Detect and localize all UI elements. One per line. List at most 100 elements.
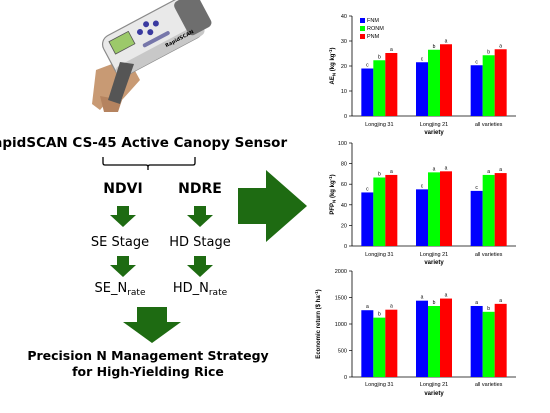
x-tick-label: Longjing 21 — [420, 122, 448, 128]
chart-economic-return: 0 500 1000 1500 2000 a b a Longjing 31 a b a Longjin… — [314, 269, 516, 397]
legend-label-pnm: PNM — [367, 34, 380, 40]
sensor-device-illustration: RapidSCAN — [92, 0, 212, 112]
bar-ronm — [482, 55, 495, 116]
device-button — [147, 29, 154, 36]
y-tick-label: 0 — [344, 244, 347, 250]
big-down-arrow-icon — [123, 307, 181, 343]
bar-fnm — [470, 190, 483, 246]
y-tick-label: 500 — [338, 349, 347, 355]
significance-letter: a — [499, 298, 502, 304]
ndvi-label: NDVI — [103, 181, 142, 197]
significance-letter: a — [445, 38, 448, 44]
x-tick-label: Longjing 31 — [365, 122, 393, 128]
sensor-head — [174, 0, 212, 36]
x-axis-label: variety — [424, 391, 444, 397]
bar-ronm — [428, 49, 440, 116]
y-tick-label: 2000 — [335, 269, 347, 275]
bar-fnm — [416, 300, 428, 377]
se-nrate-label: SE_Nrate — [95, 281, 146, 298]
significance-letter: c — [475, 185, 478, 191]
significance-letter: a — [499, 43, 502, 49]
bar-pnm — [494, 303, 507, 377]
bar-pnm — [494, 49, 507, 116]
device-button — [137, 28, 144, 35]
y-tick-label: 20 — [341, 223, 347, 229]
bar-ronm — [373, 177, 386, 246]
significance-letter: a — [421, 295, 424, 301]
significance-letter: a — [366, 304, 369, 310]
y-axis-label: Economic return ($ ha-1) — [314, 289, 322, 358]
y-tick-label: 20 — [341, 64, 347, 70]
strategy-line-1: Precision N Management Strategy — [27, 348, 268, 363]
significance-letter: c — [421, 183, 424, 189]
significance-letter: a — [487, 169, 490, 175]
device-handle — [108, 62, 134, 104]
y-tick-label: 40 — [341, 14, 347, 20]
bar-ronm — [428, 172, 440, 246]
significance-letter: b — [433, 44, 436, 50]
significance-letter: a — [433, 166, 436, 172]
y-tick-label: 1000 — [335, 322, 347, 328]
down-arrow-icon — [187, 256, 213, 277]
down-arrow-icon — [110, 206, 136, 227]
legend-swatch-pnm — [360, 34, 365, 39]
bar-fnm — [361, 192, 374, 246]
bar-pnm — [440, 171, 452, 246]
x-tick-label: Longjing 31 — [365, 382, 393, 388]
bar-pnm — [385, 53, 398, 116]
y-tick-label: 0 — [344, 375, 347, 381]
down-arrow-icon — [110, 256, 136, 277]
significance-letter: a — [499, 167, 502, 173]
significance-letter: b — [487, 49, 490, 55]
bar-pnm — [494, 173, 507, 246]
device-button — [152, 20, 159, 27]
y-axis-label: AEN (kg kg-1) — [328, 48, 337, 85]
bar-fnm — [361, 68, 374, 116]
x-tick-label: all varieties — [475, 122, 503, 128]
y-tick-label: 0 — [344, 114, 347, 120]
bar-ronm — [373, 317, 386, 377]
device-screen — [108, 30, 136, 55]
big-right-arrow-icon — [238, 170, 307, 242]
significance-letter: b — [378, 312, 381, 318]
y-axis-label: PFPN (kg kg-1) — [328, 174, 337, 214]
significance-letter: a — [390, 304, 393, 310]
significance-letter: a — [390, 47, 393, 53]
bar-fnm — [416, 62, 428, 116]
y-tick-label: 100 — [338, 141, 347, 147]
significance-letter: a — [475, 300, 478, 306]
bar-ronm — [482, 311, 495, 377]
legend-label-ronm: RONM — [367, 26, 384, 32]
x-axis-label: variety — [424, 260, 444, 266]
significance-letter: c — [421, 56, 424, 62]
significance-letter: a — [445, 293, 448, 299]
strategy-line-2: for High-Yielding Rice — [72, 364, 224, 379]
chart-ae: 0 10 20 30 40 c b a Longjing 31 c b a Longjing 21 c b a… — [328, 14, 516, 136]
bar-pnm — [385, 174, 398, 246]
bracket-connector — [102, 157, 196, 170]
significance-letter: a — [390, 169, 393, 175]
bar-ronm — [428, 305, 440, 377]
hd-stage-label: HD Stage — [169, 235, 230, 250]
significance-letter: b — [378, 54, 381, 60]
x-tick-label: Longjing 21 — [420, 252, 448, 258]
bar-fnm — [361, 310, 374, 377]
bar-pnm — [440, 44, 452, 116]
y-tick-label: 80 — [341, 162, 347, 168]
y-tick-label: 1500 — [335, 296, 347, 302]
bar-pnm — [385, 309, 398, 377]
y-tick-label: 10 — [341, 89, 347, 95]
x-tick-label: Longjing 31 — [365, 252, 393, 258]
significance-letter: a — [445, 165, 448, 171]
bar-fnm — [470, 65, 483, 116]
x-tick-label: all varieties — [475, 252, 503, 258]
significance-letter: c — [475, 59, 478, 65]
sensor-title: RapidSCAN CS-45 Active Canopy Sensor — [0, 135, 287, 151]
x-tick-label: all varieties — [475, 382, 503, 388]
hd-nrate-label: HD_Nrate — [173, 281, 228, 298]
x-tick-label: Longjing 21 — [420, 382, 448, 388]
significance-letter: b — [487, 306, 490, 312]
bar-pnm — [440, 298, 452, 377]
chart-pfp: 0 20 40 60 80 100 c b a Longjing 31 c a a Longjing 21… — [328, 141, 516, 266]
ndre-label: NDRE — [178, 181, 222, 197]
